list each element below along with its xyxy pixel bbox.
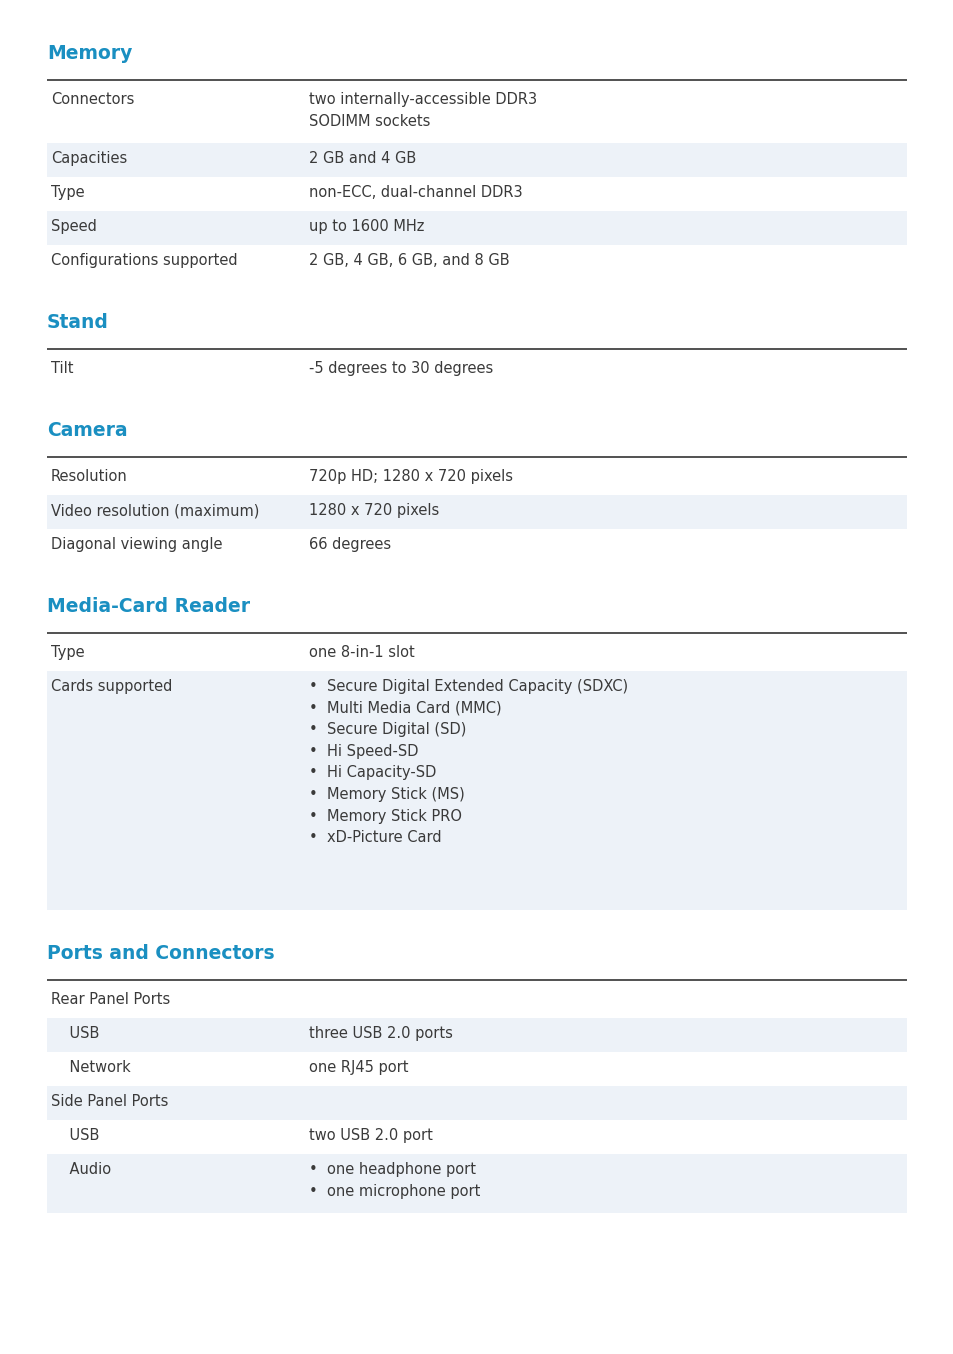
Text: Configurations supported: Configurations supported (51, 253, 237, 268)
Text: 1280 x 720 pixels: 1280 x 720 pixels (309, 502, 438, 519)
Text: Diagonal viewing angle: Diagonal viewing angle (51, 538, 222, 552)
Text: Camera: Camera (47, 421, 128, 440)
Bar (47, 672, 906, 910)
Text: Rear Panel Ports: Rear Panel Ports (51, 992, 170, 1007)
Text: Type: Type (51, 185, 85, 200)
Text: 720p HD; 1280 x 720 pixels: 720p HD; 1280 x 720 pixels (309, 468, 513, 483)
Bar (47, 144, 906, 177)
Text: Cards supported: Cards supported (51, 678, 172, 695)
Bar (47, 1086, 906, 1120)
Text: •  Secure Digital Extended Capacity (SDXC)
•  Multi Media Card (MMC)
•  Secure D: • Secure Digital Extended Capacity (SDXC… (309, 678, 627, 845)
Text: Capacities: Capacities (51, 152, 127, 167)
Text: 2 GB and 4 GB: 2 GB and 4 GB (309, 152, 416, 167)
Text: 66 degrees: 66 degrees (309, 538, 391, 552)
Text: non-ECC, dual-channel DDR3: non-ECC, dual-channel DDR3 (309, 185, 522, 200)
Text: Stand: Stand (47, 313, 109, 332)
Text: USB: USB (51, 1128, 99, 1143)
Bar (47, 1018, 906, 1052)
Text: •  one headphone port
•  one microphone port: • one headphone port • one microphone po… (309, 1162, 480, 1198)
Text: Ports and Connectors: Ports and Connectors (47, 944, 274, 963)
Text: one 8-in-1 slot: one 8-in-1 slot (309, 645, 415, 659)
Bar (47, 496, 906, 529)
Text: three USB 2.0 ports: three USB 2.0 ports (309, 1026, 453, 1041)
Text: up to 1600 MHz: up to 1600 MHz (309, 219, 424, 234)
Text: one RJ45 port: one RJ45 port (309, 1060, 408, 1075)
Text: Speed: Speed (51, 219, 97, 234)
Text: Side Panel Ports: Side Panel Ports (51, 1094, 168, 1109)
Text: Media-Card Reader: Media-Card Reader (47, 597, 250, 616)
Text: Memory: Memory (47, 43, 132, 64)
Text: Type: Type (51, 645, 85, 659)
Bar (47, 211, 906, 245)
Text: two USB 2.0 port: two USB 2.0 port (309, 1128, 433, 1143)
Text: -5 degrees to 30 degrees: -5 degrees to 30 degrees (309, 362, 493, 376)
Text: Resolution: Resolution (51, 468, 128, 483)
Text: Network: Network (51, 1060, 131, 1075)
Text: Connectors: Connectors (51, 92, 134, 107)
Bar (47, 1154, 906, 1213)
Text: Video resolution (maximum): Video resolution (maximum) (51, 502, 259, 519)
Text: 2 GB, 4 GB, 6 GB, and 8 GB: 2 GB, 4 GB, 6 GB, and 8 GB (309, 253, 509, 268)
Text: two internally-accessible DDR3
SODIMM sockets: two internally-accessible DDR3 SODIMM so… (309, 92, 537, 129)
Text: USB: USB (51, 1026, 99, 1041)
Text: Audio: Audio (51, 1162, 111, 1177)
Text: Tilt: Tilt (51, 362, 73, 376)
